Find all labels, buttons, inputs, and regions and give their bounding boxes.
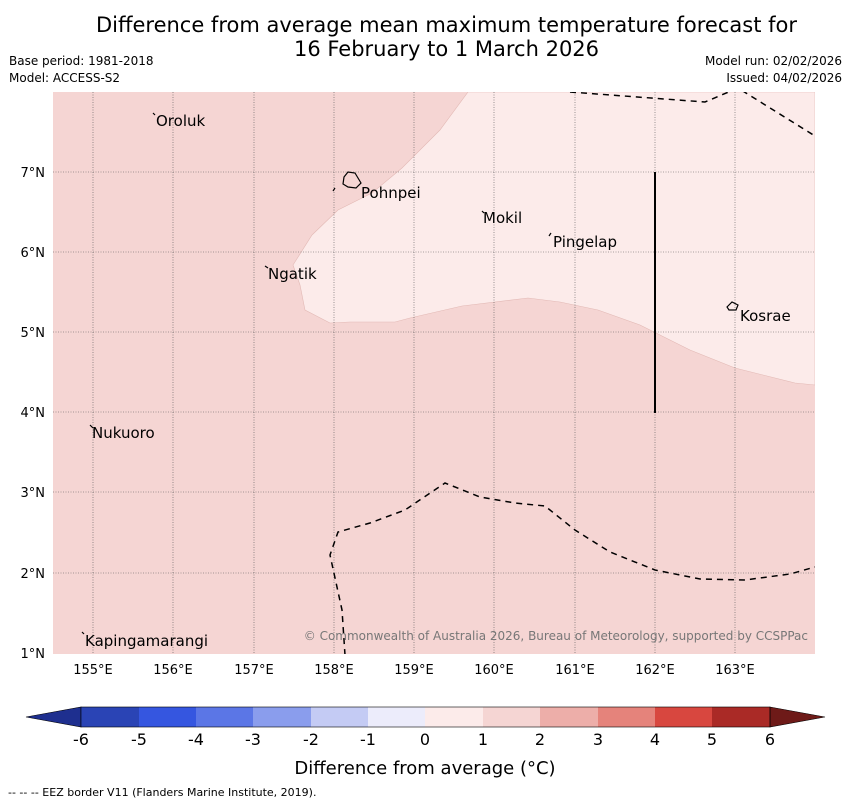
colorbar-bin (598, 707, 655, 727)
colorbar-label: Difference from average (°C) (294, 758, 555, 779)
place-label-pohnpei: Pohnpei (361, 184, 421, 202)
colorbar-high-extension (769, 706, 826, 728)
colorbar-bin (712, 707, 770, 727)
pohnpei-island (342, 171, 362, 189)
lat-label: 3°N (21, 486, 46, 501)
colorbar-bin (253, 707, 311, 727)
colorbar-tick: 5 (707, 730, 717, 749)
lon-label: 163°E (715, 663, 755, 678)
map-panel: Oroluk Pohnpei Mokil Pingelap Ngatik Kos… (53, 92, 815, 654)
place-label-nukuoro: Nukuoro (92, 424, 155, 442)
lon-label: 162°E (635, 663, 675, 678)
colorbar-bin (368, 707, 425, 727)
lon-label: 156°E (153, 663, 193, 678)
colorbar-bin (483, 707, 540, 727)
colorbar-bin (311, 707, 368, 727)
colorbar-bin (81, 707, 139, 727)
lon-label: 157°E (234, 663, 274, 678)
colorbar-bin (655, 707, 712, 727)
colorbar-bin (425, 707, 483, 727)
lat-label: 5°N (21, 326, 46, 341)
eez-border (329, 92, 815, 654)
colorbar-tick: 2 (535, 730, 545, 749)
lon-labels: 155°E 156°E 157°E 158°E 159°E 160°E 161°… (73, 663, 755, 678)
lon-label: 158°E (314, 663, 354, 678)
colorbar-bin (196, 707, 253, 727)
colorbar-tick: -5 (131, 730, 147, 749)
colorbar-bin (139, 707, 196, 727)
lat-labels: 7°N 6°N 5°N 4°N 3°N 2°N 1°N (21, 166, 46, 662)
colorbar-tick: -6 (73, 730, 89, 749)
lat-label: 2°N (21, 567, 46, 582)
model-name: Model: ACCESS-S2 (9, 71, 121, 85)
ngatik-atoll (264, 265, 269, 269)
nukuoro-atoll (89, 424, 94, 429)
meta-right: Model run: 02/02/2026 Issued: 04/02/2026 (705, 53, 842, 87)
kosrae-island (726, 301, 739, 311)
colorbar: -6 -5 -4 -3 -2 -1 0 1 2 3 4 5 6 Differen… (25, 706, 826, 779)
place-label-ngatik: Ngatik (268, 265, 317, 283)
base-period: Base period: 1981-2018 (9, 54, 154, 68)
colorbar-tick: 0 (420, 730, 430, 749)
title-line-2: 16 February to 1 March 2026 (293, 37, 600, 61)
colorbar-tick: 1 (478, 730, 488, 749)
colorbar-low-extension (25, 706, 82, 728)
eez-footnote: -- -- -- EEZ border V11 (Flanders Marine… (8, 786, 317, 799)
lat-label: 6°N (21, 246, 46, 261)
place-label-kosrae: Kosrae (740, 307, 791, 325)
colorbar-tick: -1 (360, 730, 376, 749)
colorbar-ticks: -6 -5 -4 -3 -2 -1 0 1 2 3 4 5 6 (73, 730, 775, 749)
lat-label: 4°N (21, 406, 46, 421)
meta-left: Base period: 1981-2018 Model: ACCESS-S2 (9, 53, 154, 87)
oroluk-atoll (152, 112, 156, 116)
lon-label: 161°E (555, 663, 595, 678)
colorbar-bin (540, 707, 598, 727)
issued-date: Issued: 04/02/2026 (726, 71, 842, 85)
place-label-mokil: Mokil (483, 209, 522, 227)
colorbar-tick: 3 (593, 730, 603, 749)
lon-label: 160°E (474, 663, 514, 678)
title-line-1: Difference from average mean maximum tem… (96, 13, 797, 37)
colorbar-tick: -4 (188, 730, 204, 749)
lon-label: 159°E (394, 663, 434, 678)
colorbar-tick: 4 (650, 730, 660, 749)
lat-label: 1°N (21, 647, 46, 662)
colorbar-tick: -2 (303, 730, 319, 749)
mokil-atoll (481, 210, 485, 214)
colorbar-tick: 6 (765, 730, 775, 749)
islands (81, 112, 739, 635)
kapingamarangi-atoll (81, 631, 85, 635)
lat-label: 7°N (21, 166, 46, 181)
pingelap-atoll (548, 232, 552, 237)
colorbar-tick: -3 (245, 730, 261, 749)
place-label-oroluk: Oroluk (156, 112, 205, 130)
model-run: Model run: 02/02/2026 (704, 54, 842, 68)
copyright-text: © Commonwealth of Australia 2026, Bureau… (304, 629, 808, 643)
map-title: Difference from average mean maximum tem… (0, 13, 850, 61)
place-label-kapingamarangi: Kapingamarangi (85, 632, 208, 650)
place-labels: Oroluk Pohnpei Mokil Pingelap Ngatik Kos… (85, 112, 791, 650)
pohnpei-reef (332, 187, 336, 192)
place-label-pingelap: Pingelap (553, 233, 617, 251)
zone-0-to-1 (292, 92, 815, 386)
colorbar-frame (80, 706, 771, 728)
lon-label: 155°E (73, 663, 113, 678)
